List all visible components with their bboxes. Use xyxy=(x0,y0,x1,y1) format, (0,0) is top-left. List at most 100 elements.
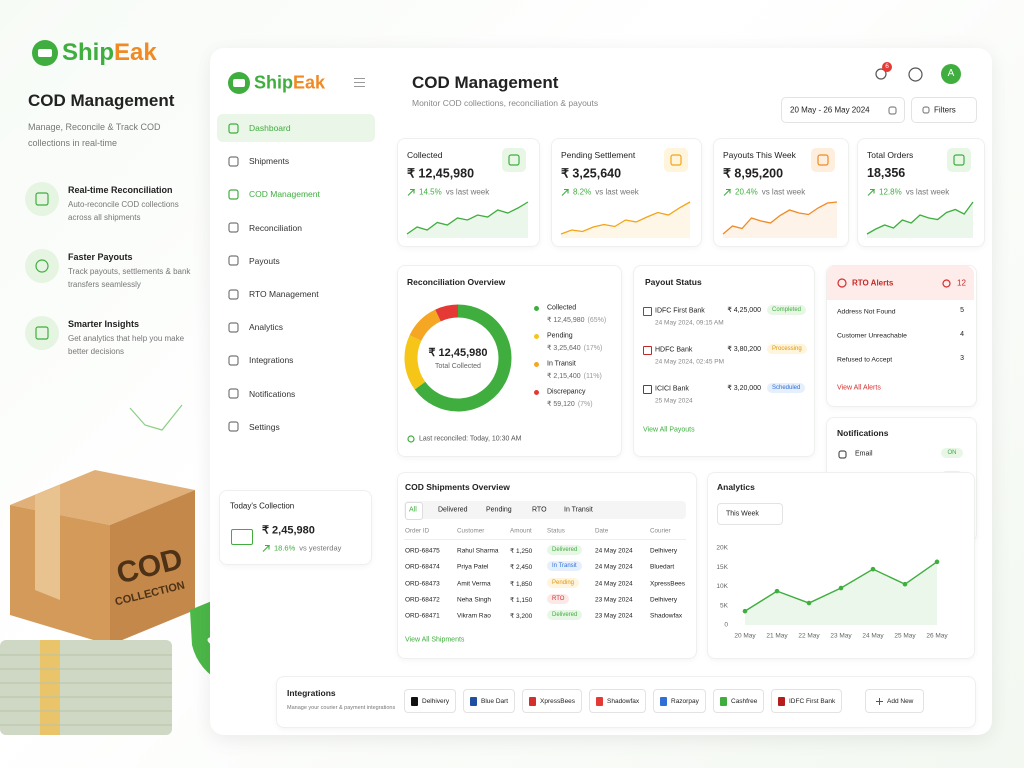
table-cell: Neha Singh xyxy=(457,596,491,604)
menu-icon-shape xyxy=(227,122,239,134)
feature-title: Real-time Reconciliation xyxy=(68,185,173,195)
menu-icon xyxy=(227,189,239,200)
feature-icon xyxy=(25,249,59,283)
kpi-icon xyxy=(947,148,971,172)
today-value: ₹ 2,45,980 xyxy=(262,524,315,537)
kpi-value: ₹ 8,95,200 xyxy=(723,166,784,181)
menu-icon xyxy=(227,122,239,134)
amount: ₹ 12,45,980 xyxy=(547,317,585,324)
filters-button[interactable]: Filters xyxy=(911,97,977,123)
add-new-button[interactable]: Add New xyxy=(865,689,925,713)
menu-toggle[interactable] xyxy=(354,78,365,80)
page-subtitle: Monitor COD collections, reconciliation … xyxy=(412,98,599,108)
status-pill: Pending xyxy=(547,577,580,588)
integration-chip[interactable]: Blue Dart xyxy=(463,689,516,713)
table-cell: Delhivery xyxy=(650,547,678,555)
legend-label: In Transit xyxy=(547,360,576,368)
menu-label: COD Management xyxy=(249,189,320,200)
table-cell: ORD-68471 xyxy=(405,612,440,620)
logo-text: Ship Eak xyxy=(254,73,325,94)
tab[interactable]: In Transit xyxy=(564,506,593,514)
menu-icon-shape xyxy=(227,222,239,233)
kpi-glyph-shape xyxy=(508,154,520,166)
integration-chip[interactable]: IDFC First Bank xyxy=(771,689,843,713)
view-all-alerts[interactable]: View All Alerts xyxy=(837,385,881,392)
point xyxy=(838,585,844,591)
integration-chip[interactable]: XpressBees xyxy=(522,689,583,713)
menu-label: Reconciliation xyxy=(249,222,302,233)
menu-toggle[interactable] xyxy=(354,86,365,88)
today-icon xyxy=(231,529,253,545)
menu-label: RTO Management xyxy=(249,289,319,299)
tab[interactable]: Delivered xyxy=(438,506,468,514)
table-cell: 24 May 2024 xyxy=(595,580,633,588)
feature-title: Faster Payouts xyxy=(68,252,133,262)
channel-icon xyxy=(837,449,847,459)
table-cell: 23 May 2024 xyxy=(595,612,633,620)
point xyxy=(902,581,908,587)
point xyxy=(774,588,780,594)
tab[interactable]: All xyxy=(409,506,417,514)
logo-truck xyxy=(232,79,246,87)
sparkline xyxy=(560,201,691,238)
tab[interactable]: RTO xyxy=(532,506,547,514)
date-range[interactable]: 20 May - 26 May 2024 xyxy=(781,97,905,123)
integration-name: Delhivery xyxy=(422,697,450,705)
integration-logo xyxy=(720,696,727,706)
today-change: 18.6% vs yesterday xyxy=(262,544,341,553)
bank-name: HDFC Bank xyxy=(655,346,693,354)
table-cell: ₹ 1,850 xyxy=(510,580,533,588)
donut-segment xyxy=(414,304,512,412)
integration-chip[interactable]: Cashfree xyxy=(713,689,765,713)
add-new-text: Add New xyxy=(887,697,914,705)
arrow-line xyxy=(561,188,569,196)
integration-name: Razorpay xyxy=(671,697,699,705)
donut-center-value: ₹ 12,45,980 xyxy=(428,347,488,359)
x-tick-label: 26 May xyxy=(926,633,948,640)
integration-logo xyxy=(596,696,603,706)
link-text: View All Alerts xyxy=(837,384,881,392)
legend-dot xyxy=(534,389,539,395)
notification-badge[interactable]: 6 xyxy=(882,62,892,72)
tab[interactable]: Pending xyxy=(486,506,512,514)
menu-icon-shape xyxy=(227,189,239,200)
table-cell: ORD-68475 xyxy=(405,547,440,555)
tab-active xyxy=(405,502,423,520)
integration-name: IDFC First Bank xyxy=(789,697,836,705)
rto-item-count: 3 xyxy=(960,355,964,362)
card-title: RTO Alerts xyxy=(852,278,894,288)
bank-name: IDFC First Bank xyxy=(655,307,705,315)
menu-item[interactable] xyxy=(217,114,375,142)
compare: vs yesterday xyxy=(299,543,342,553)
kpi-glyph xyxy=(953,154,965,166)
menu-label: Shipments xyxy=(249,156,290,167)
sparkline-area xyxy=(867,202,973,238)
integration-chip[interactable]: Shadowfax xyxy=(589,689,647,713)
integration-chip[interactable]: Razorpay xyxy=(653,689,706,713)
promo-title: COD Management xyxy=(28,91,175,110)
rto-item-count: 5 xyxy=(960,307,964,314)
menu-label: Notifications xyxy=(249,388,296,399)
view-all-shipments[interactable]: View All Shipments xyxy=(405,637,464,644)
integration-name: XpressBees xyxy=(540,697,576,705)
bank-icon xyxy=(643,307,652,316)
plus-icon xyxy=(876,697,883,705)
avatar[interactable]: A xyxy=(941,64,961,84)
change: 14.5% xyxy=(419,187,442,197)
integration-chip[interactable]: Delhivery xyxy=(404,689,457,713)
legend-label: Pending xyxy=(547,332,573,340)
period-dropdown[interactable]: This Week xyxy=(717,503,783,525)
sparkline xyxy=(866,201,974,238)
view-all-payouts[interactable]: View All Payouts xyxy=(643,427,695,434)
toggle-pill[interactable]: ON xyxy=(941,448,963,458)
logo-part: Ship xyxy=(62,39,114,66)
arrow-line xyxy=(407,188,415,196)
feature-icon xyxy=(25,182,59,216)
filter-icon xyxy=(922,106,930,114)
value-label: (17%) xyxy=(583,344,603,352)
legend-label: Discrepancy xyxy=(547,388,586,396)
integration-name: Blue Dart xyxy=(481,697,509,705)
menu-toggle[interactable] xyxy=(354,82,365,84)
menu-icon xyxy=(227,288,239,300)
